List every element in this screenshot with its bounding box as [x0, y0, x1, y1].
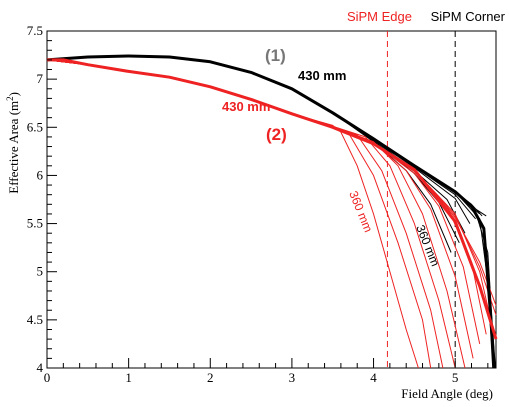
y-tick-label-4: 6 — [37, 167, 44, 182]
series-line-10 — [46, 55, 495, 359]
y-tick-label-6: 7 — [37, 71, 44, 86]
legend-sipm-edge: SiPM Edge — [347, 9, 412, 24]
y-axis-title-sup: 2 — [5, 96, 15, 101]
annotation-label-1: (1) — [265, 46, 286, 65]
annotation-label-2: (2) — [266, 125, 287, 144]
x-tick-label-1: 1 — [125, 370, 132, 385]
axis-layer: 0 1 2 3 4 5 4 4.5 5 5.5 6 6.5 7 7.5 — [27, 23, 489, 385]
x-tick-label-3: 3 — [289, 370, 296, 385]
series-line-5 — [46, 55, 471, 224]
annotation-red-360mm: 360 mm — [346, 189, 375, 234]
y-axis-title-main: Effective Area (m — [6, 101, 21, 194]
y-axis-title: Effective Area (m2) — [5, 92, 21, 194]
y-axis-title-close: ) — [6, 92, 21, 96]
x-tick-label-5: 5 — [452, 370, 459, 385]
y-tick-label-7: 7.5 — [27, 23, 43, 38]
x-tick-label-0: 0 — [44, 370, 51, 385]
x-axis-title: Field Angle (deg) — [401, 386, 493, 401]
series-line-6 — [46, 55, 476, 220]
series-layer — [46, 54, 498, 369]
series-line-8 — [46, 55, 483, 217]
series-line-3 — [46, 55, 460, 244]
y-tick-label-0: 4 — [37, 360, 44, 375]
y-tick-label-5: 6.5 — [27, 119, 43, 134]
plot-frame — [46, 30, 497, 369]
legend-sipm-corner: SiPM Corner — [431, 9, 506, 24]
series-line-0 — [46, 54, 496, 369]
x-tick-label-2: 2 — [207, 370, 214, 385]
y-tick-label-2: 5 — [37, 264, 44, 279]
series-line-1 — [47, 58, 498, 340]
x-tick-label-4: 4 — [370, 370, 377, 385]
annotation-red-430mm: 430 mm — [222, 99, 270, 114]
reference-lines — [386, 31, 456, 368]
series-line-7 — [46, 55, 481, 215]
annotation-black-430mm: 430 mm — [298, 68, 346, 83]
y-tick-label-1: 4.5 — [27, 312, 43, 327]
series-line-4 — [46, 55, 466, 234]
y-tick-label-3: 5.5 — [27, 216, 43, 231]
